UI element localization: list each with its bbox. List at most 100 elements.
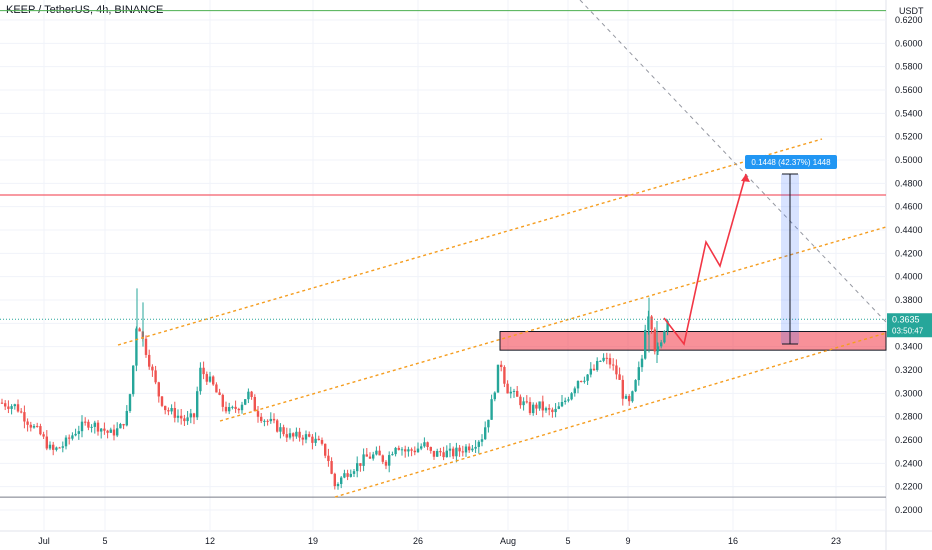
candle-body (288, 433, 292, 438)
candle-body (61, 446, 64, 448)
candle-body (381, 455, 384, 462)
candle-body (164, 405, 167, 411)
candle-body (394, 447, 397, 455)
candle-body (10, 406, 13, 409)
candle-body (416, 448, 420, 453)
candle-body (468, 446, 471, 451)
candle-body (292, 433, 295, 437)
x-tick-label: 23 (831, 536, 841, 546)
candle-body (612, 364, 615, 366)
candle-body (503, 367, 506, 384)
candle-body (192, 413, 196, 418)
candle-body (650, 316, 653, 330)
candle-body (154, 370, 157, 383)
y-tick-label: 0.5400 (895, 108, 923, 118)
candle-body (532, 404, 535, 414)
y-tick-label: 0.4000 (895, 272, 923, 282)
candle-body (189, 413, 192, 418)
candle-body (260, 416, 263, 422)
candle-body (500, 364, 503, 368)
candle-body (628, 396, 631, 402)
candle-body (362, 454, 365, 466)
candle-body (55, 447, 58, 450)
chart-title: KEEP / TetherUS, 4h, BINANCE (6, 4, 164, 16)
candle-body (116, 428, 119, 436)
candle-body (490, 399, 493, 420)
candle-body (576, 381, 580, 389)
candle-body (602, 357, 605, 361)
candle-body (596, 361, 599, 370)
candle-body (464, 446, 468, 453)
candle-body (480, 439, 484, 442)
candle-body (618, 374, 621, 380)
candle-body (0, 402, 4, 404)
candle-body (580, 381, 583, 383)
candle-body (311, 436, 314, 443)
candle-body (64, 437, 68, 447)
candle-body (663, 331, 666, 343)
candle-body (410, 449, 413, 451)
candle-body (39, 426, 42, 435)
candle-body (570, 393, 573, 400)
candle-body (26, 421, 29, 425)
candle-body (170, 408, 173, 412)
candle-body (45, 436, 48, 449)
candle-body (637, 367, 640, 381)
price-range-measure: 0.1448 (42.37%) 1448 (745, 155, 837, 345)
candle-body (445, 450, 448, 458)
candle-body (647, 316, 650, 330)
candle-body (20, 411, 23, 413)
candle-body (112, 429, 116, 436)
candle-body (276, 420, 279, 432)
candle-body (391, 454, 394, 456)
y-tick-label: 0.4200 (895, 248, 923, 258)
candle-body (327, 455, 330, 462)
candle-body (23, 412, 26, 422)
projection-arrow-head (741, 174, 750, 182)
candle-body (436, 450, 439, 457)
candle-body (528, 401, 532, 414)
candle-body (125, 410, 128, 426)
candlestick-series (0, 288, 669, 490)
candle-body (314, 438, 317, 443)
candle-body (52, 444, 55, 450)
candle-body (384, 461, 388, 466)
candle-body (135, 328, 138, 366)
x-tick-label: 5 (102, 536, 107, 546)
candle-body (298, 431, 301, 438)
y-tick-label: 0.3000 (895, 388, 923, 398)
countdown-value: 03:50:47 (892, 326, 924, 335)
candle-body (324, 443, 327, 456)
candle-body (356, 463, 359, 472)
candle-body (519, 396, 522, 406)
candle-body (90, 426, 93, 428)
candle-body (448, 448, 452, 451)
x-tick-label: 26 (413, 536, 423, 546)
candle-body (516, 390, 519, 397)
candle-body (109, 429, 112, 433)
horizontal-levels (0, 10, 886, 498)
candle-body (317, 438, 320, 440)
candle-body (644, 329, 647, 359)
candle-body (471, 448, 474, 451)
candle-body (640, 358, 644, 368)
candle-body (304, 434, 308, 440)
candle-body (208, 376, 212, 382)
candle-body (442, 452, 445, 458)
candle-body (320, 439, 324, 444)
candle-body (87, 421, 90, 428)
candle-body (42, 434, 45, 437)
candle-body (352, 471, 356, 474)
candle-body (506, 383, 509, 394)
measure-label-box (745, 155, 837, 169)
candle-body (564, 400, 567, 402)
candle-body (128, 394, 132, 411)
candle-body (400, 449, 404, 451)
candle-body (148, 354, 151, 367)
candle-body (285, 434, 288, 438)
time-axis: Jul 5 12 19 26 Aug 5 9 16 23 (38, 536, 841, 546)
trend-lines (0, 0, 887, 498)
candle-body (340, 477, 343, 485)
candle-body (68, 437, 71, 439)
